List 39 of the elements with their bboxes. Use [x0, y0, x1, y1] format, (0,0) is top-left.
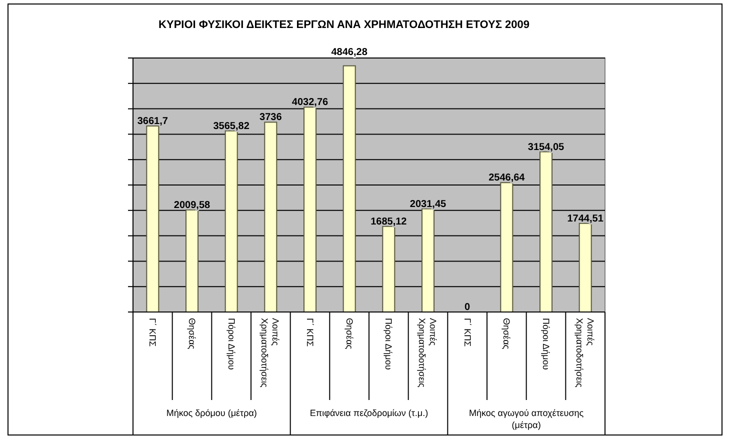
data-label: 4032,76 — [292, 97, 329, 108]
data-label: 4846,28 — [331, 47, 368, 58]
text: Επιφάνεια πεζοδρομίων (τ.μ.) — [310, 408, 428, 418]
data-label: 3154,05 — [528, 142, 565, 153]
bar — [264, 122, 278, 312]
bar — [304, 106, 316, 312]
x-tick-label: Γ΄ ΚΠΣ — [462, 318, 472, 347]
data-label: 2546,64 — [488, 172, 526, 184]
data-label: 1685,12 — [370, 216, 408, 228]
bar — [500, 182, 514, 312]
bar — [186, 209, 198, 312]
data-label: 0 — [464, 302, 471, 313]
x-tick-label: Πόροι Δήμου — [541, 318, 551, 370]
bar — [224, 130, 238, 312]
data-label: 2031,45 — [410, 198, 447, 210]
bar — [422, 208, 434, 312]
x-tick-label: Λοιπές Χρηματοδοτήσεις — [574, 318, 596, 388]
data-label: 3736 — [260, 112, 282, 124]
x-tick-label: Θησέας — [502, 318, 512, 350]
bar — [578, 222, 592, 312]
data-label: 2009,58 — [174, 200, 211, 211]
x-tick-label: Λοιπές Χρηματοδοτήσεις — [417, 318, 438, 388]
chart-title: ΚΥΡΙΟΙ ΦΥΣΙΚΟΙ ΔΕΙΚΤΕΣ ΕΡΓΩΝ ΑΝΑ ΧΡΗΜΑΤΟΔΟΤΗΣΗ ΕΤΟΥΣ 2009 — [158, 19, 530, 31]
x-tick-label: Πόροι Δήμου — [226, 318, 236, 370]
x-tick-label: Γ΄ ΚΠΣ — [305, 318, 315, 347]
x-tick-label: Θησέας — [344, 318, 354, 350]
data-label: 3661,7 — [137, 116, 168, 127]
bar — [540, 151, 552, 312]
data-label: 1744,51 — [567, 213, 604, 224]
x-tick-label: Γ΄ ΚΠΣ — [148, 318, 158, 347]
bar — [146, 125, 160, 312]
x-tick-label: Θησέας — [187, 318, 197, 350]
data-label: 3565,82 — [213, 120, 250, 132]
text: Μήκος αγωγού αποχέτευσης (μέτρα) — [469, 408, 584, 430]
text: Μήκος δρόμου (μέτρα) — [166, 408, 257, 418]
x-tick-label: Πόροι Δήμου — [384, 318, 394, 370]
bar — [342, 65, 356, 312]
x-tick-label: Λοιπές Χρηματοδοτήσεις — [260, 318, 281, 388]
bar — [382, 226, 396, 312]
